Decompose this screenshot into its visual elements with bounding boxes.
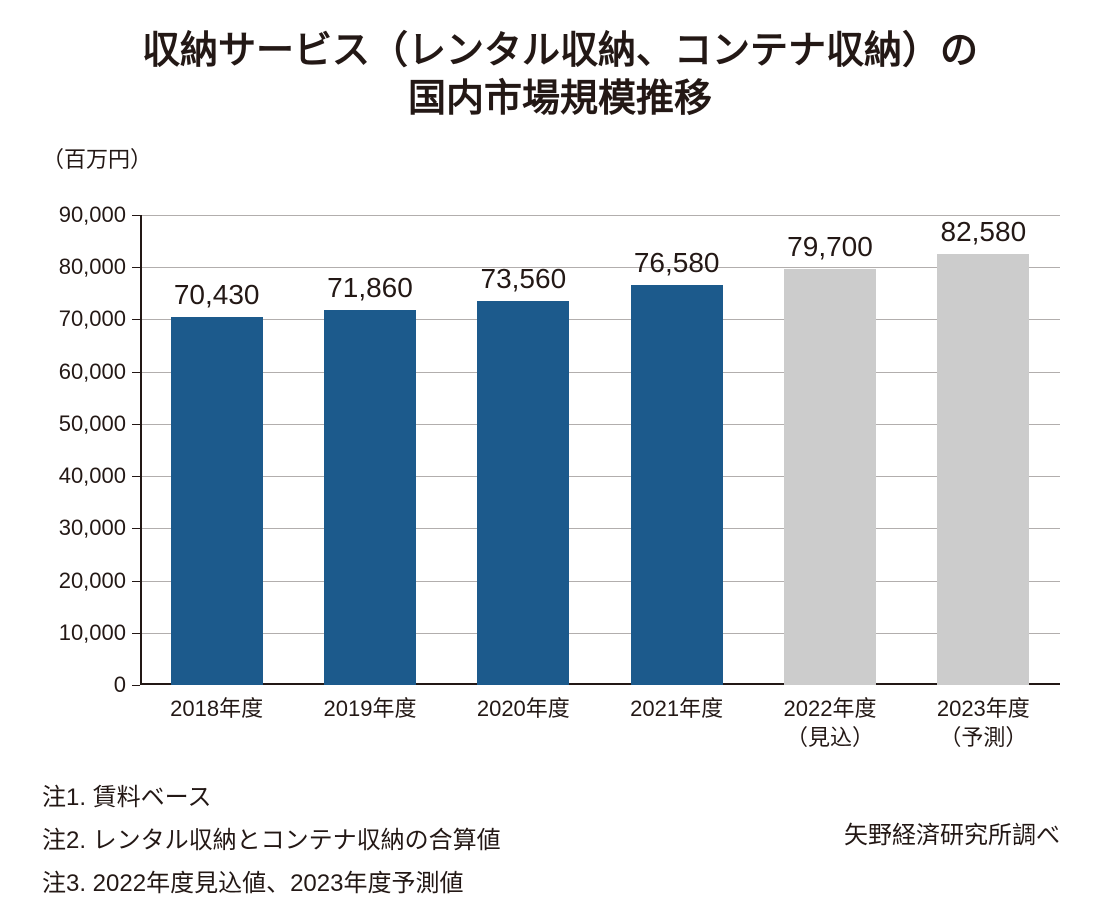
- y-tick-label: 80,000: [59, 254, 126, 280]
- y-tick-label: 90,000: [59, 202, 126, 228]
- plot-area: [140, 215, 1060, 685]
- x-tick-label: 2021年度: [630, 695, 723, 724]
- y-tick: [132, 424, 140, 425]
- note-line: 注1. 賃料ベース: [42, 777, 501, 812]
- y-tick-label: 40,000: [59, 463, 126, 489]
- title-line-1: 収納サービス（レンタル収納、コンテナ収納）の: [0, 28, 1120, 76]
- x-tick-label: 2019年度: [324, 695, 417, 724]
- bar-value-label: 82,580: [941, 216, 1027, 248]
- gridline: [140, 476, 1060, 477]
- gridline: [140, 424, 1060, 425]
- gridline: [140, 372, 1060, 373]
- y-tick: [132, 215, 140, 216]
- chart-notes: 注1. 賃料ベース注2. レンタル収納とコンテナ収納の合算値注3. 2022年度…: [42, 777, 501, 906]
- y-tick-label: 0: [114, 672, 126, 698]
- bar: [784, 269, 876, 685]
- y-tick-label: 60,000: [59, 359, 126, 385]
- y-tick-label: 10,000: [59, 620, 126, 646]
- gridline: [140, 319, 1060, 320]
- chart-source: 矢野経済研究所調べ: [844, 815, 1060, 850]
- chart-title: 収納サービス（レンタル収納、コンテナ収納）の 国内市場規模推移: [0, 28, 1120, 123]
- gridline: [140, 581, 1060, 582]
- note-line: 注2. レンタル収納とコンテナ収納の合算値: [42, 820, 501, 855]
- gridline: [140, 633, 1060, 634]
- bar: [324, 310, 416, 685]
- bar-value-label: 79,700: [787, 231, 873, 263]
- y-tick-label: 50,000: [59, 411, 126, 437]
- y-tick: [132, 528, 140, 529]
- bar-value-label: 71,860: [327, 272, 413, 304]
- y-tick: [132, 476, 140, 477]
- y-unit-label: （百万円）: [42, 142, 152, 174]
- x-tick-label: 2022年度 （見込）: [784, 695, 877, 752]
- y-tick: [132, 581, 140, 582]
- note-line: 注3. 2022年度見込値、2023年度予測値: [42, 863, 501, 898]
- gridline: [140, 215, 1060, 216]
- gridline: [140, 528, 1060, 529]
- y-tick: [132, 633, 140, 634]
- y-tick: [132, 319, 140, 320]
- title-line-2: 国内市場規模推移: [0, 76, 1120, 124]
- y-tick-label: 30,000: [59, 515, 126, 541]
- bar-value-label: 76,580: [634, 247, 720, 279]
- x-tick-label: 2020年度: [477, 695, 570, 724]
- x-axis-line: [140, 683, 1060, 685]
- y-tick: [132, 267, 140, 268]
- bar: [937, 254, 1029, 685]
- bar: [477, 301, 569, 685]
- y-tick: [132, 372, 140, 373]
- gridline: [140, 267, 1060, 268]
- x-tick-label: 2023年度 （予測）: [937, 695, 1030, 752]
- bar-value-label: 73,560: [481, 263, 567, 295]
- bar-value-label: 70,430: [174, 279, 260, 311]
- bar: [171, 317, 263, 685]
- chart-container: 収納サービス（レンタル収納、コンテナ収納）の 国内市場規模推移 （百万円） 0 1…: [0, 0, 1120, 914]
- bar: [631, 285, 723, 685]
- x-tick-label: 2018年度: [170, 695, 263, 724]
- y-tick-label: 70,000: [59, 306, 126, 332]
- y-tick-label: 20,000: [59, 568, 126, 594]
- y-axis-line: [140, 215, 142, 685]
- y-tick: [132, 685, 140, 686]
